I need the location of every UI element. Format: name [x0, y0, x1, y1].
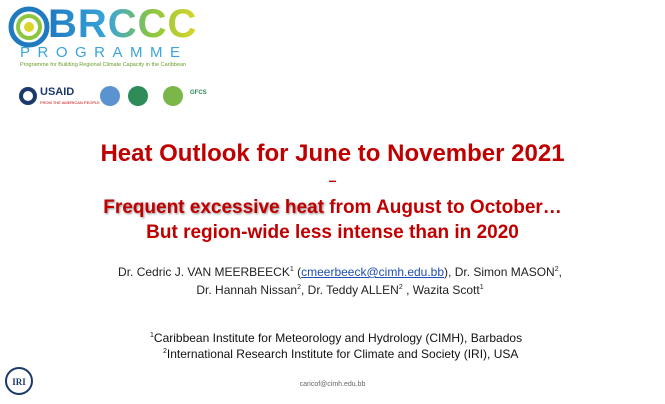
- author: , Dr. Teddy ALLEN: [301, 283, 399, 297]
- sup: 2: [398, 284, 403, 291]
- logo-text: BRCCC: [48, 2, 198, 46]
- usaid-seal: [19, 87, 37, 105]
- author: Dr. Cedric J. VAN MEERBEECK: [118, 265, 290, 279]
- authors-line: Dr. Cedric J. VAN MEERBEECK1 (cmeerbeeck…: [40, 265, 640, 279]
- sup: 1: [289, 266, 294, 273]
- footer-email: caricof@cimh.edu.bb: [299, 381, 366, 388]
- subtitle-rest: from August to October…: [323, 197, 562, 218]
- sup: 1: [150, 332, 154, 339]
- text: International Research Institute for Cli…: [166, 347, 519, 361]
- title: Heat Outlook for June to November 2021: [100, 140, 565, 167]
- text: Caribbean Institute for Meteorology and …: [153, 331, 523, 345]
- iri-logo: IRI: [5, 367, 33, 395]
- author: ), Dr. Simon MASON: [444, 265, 555, 279]
- partner-logos: [100, 86, 183, 106]
- highlight: Frequent excessive heat: [103, 197, 324, 218]
- author: Dr. Hannah Nissan: [196, 283, 298, 297]
- sup: 2: [163, 348, 167, 355]
- text: (: [293, 265, 302, 279]
- iri-text: IRI: [12, 377, 26, 387]
- logo-subtitle: PROGRAMME: [20, 44, 188, 61]
- subtitle: Frequent excessive heat from August to O…: [0, 197, 665, 219]
- author: , Wazita Scott: [402, 283, 480, 297]
- authors-line: Dr. Hannah Nissan2, Dr. Teddy ALLEN2 , W…: [40, 283, 640, 297]
- partner-logo-sub: FROM THE AMERICAN PEOPLE: [40, 100, 100, 105]
- sup: 1: [479, 284, 484, 291]
- affiliation: 1Caribbean Institute for Meteorology and…: [150, 331, 522, 345]
- text: ,: [558, 265, 562, 279]
- email-link[interactable]: cmeerbeeck@cimh.edu.bb: [301, 265, 445, 279]
- partner-logo: GFCS: [190, 90, 207, 96]
- subtitle-2: But region-wide less intense than in 202…: [146, 222, 519, 243]
- logo-swirl: [8, 6, 50, 48]
- sup: 2: [554, 266, 559, 273]
- logo-tagline: Programme for Building Regional Climate …: [20, 62, 186, 68]
- affiliation: 2International Research Institute for Cl…: [163, 347, 518, 361]
- title-dash: –: [328, 172, 337, 188]
- partner-logo: USAID: [40, 86, 75, 98]
- sup: 2: [297, 284, 302, 291]
